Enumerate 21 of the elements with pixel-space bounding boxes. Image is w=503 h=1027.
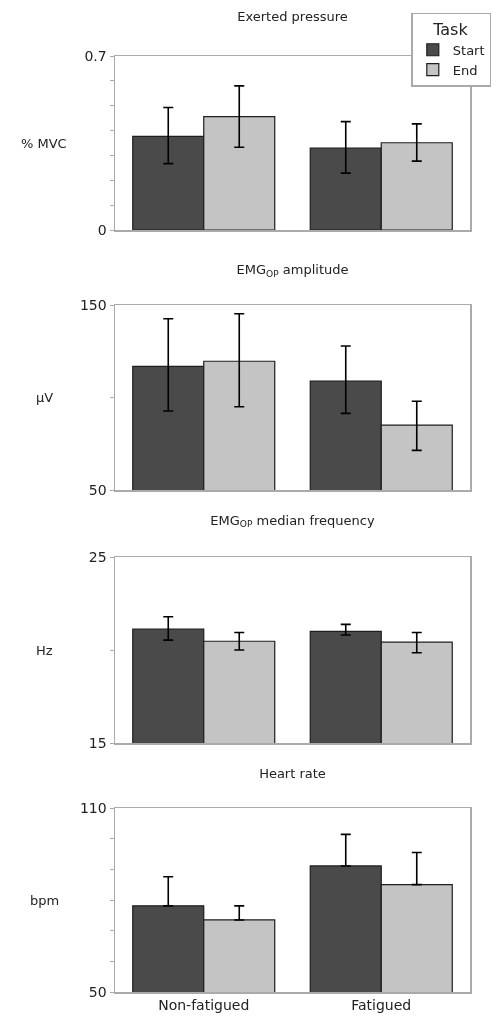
y-tick-label: 0 <box>97 221 107 238</box>
y-tick-label: 50 <box>88 481 107 498</box>
y-axis-title: % MVC <box>21 136 67 151</box>
y-tick-label: 25 <box>88 548 107 565</box>
y-tick-label: 0.7 <box>84 47 107 64</box>
y-tick-label: 150 <box>79 296 107 313</box>
y-axis-title: bpm <box>30 893 60 908</box>
y-axis-title: µV <box>36 390 54 405</box>
legend-label: Start <box>452 42 485 58</box>
chart-title: EMG$_{OP}$ median frequency <box>210 512 375 530</box>
y-tick-label: 50 <box>88 983 107 1000</box>
y-tick-label: 110 <box>79 799 107 816</box>
y-tick-label: 15 <box>88 734 107 751</box>
y-axis-title: Hz <box>36 643 53 658</box>
chart-title: EMG$_{OP}$ amplitude <box>236 261 349 279</box>
x-tick-label: Non-fatigued <box>158 997 250 1014</box>
x-tick-label: Fatigued <box>351 997 412 1014</box>
legend-title: Task <box>432 19 469 39</box>
chart-title: Heart rate <box>259 766 326 782</box>
chart-title: Exerted pressure <box>237 9 348 24</box>
legend-label: End <box>452 62 478 78</box>
